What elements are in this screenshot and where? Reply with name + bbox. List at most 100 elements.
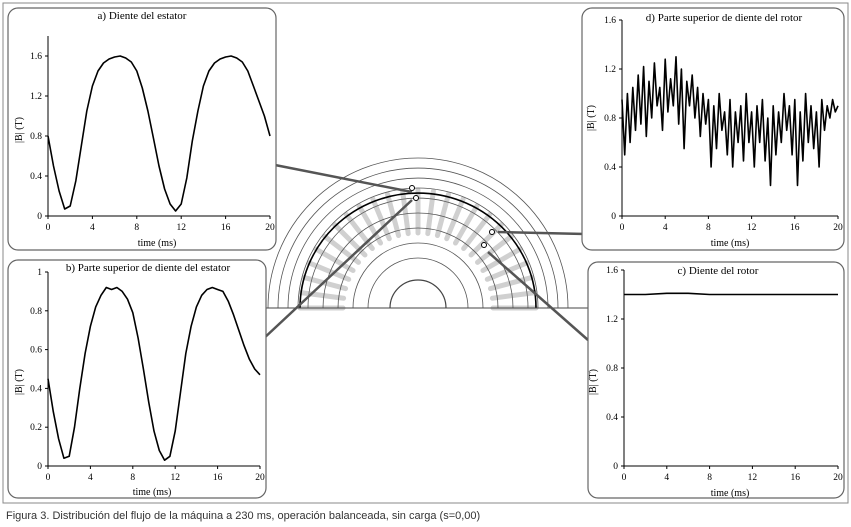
x-tick-label: 4 bbox=[88, 473, 93, 483]
x-tick-label: 4 bbox=[663, 223, 668, 233]
pointer-arrows bbox=[261, 163, 589, 341]
x-axis-label: time (ms) bbox=[711, 488, 750, 499]
x-tick-label: 8 bbox=[134, 223, 139, 233]
x-tick-label: 12 bbox=[176, 223, 186, 233]
stator-slot bbox=[306, 260, 352, 282]
y-tick-label: 0.8 bbox=[30, 132, 42, 142]
figure-caption: Figura 3. Distribución del flujo de la m… bbox=[6, 510, 481, 522]
stator-slot bbox=[321, 233, 361, 265]
stator-slot bbox=[313, 246, 356, 273]
pointer-arrow-b bbox=[261, 199, 413, 341]
probe-point bbox=[481, 242, 487, 248]
stator-slot bbox=[434, 191, 452, 239]
y-axis-label: |B| (T) bbox=[14, 117, 25, 143]
y-tick-label: 0 bbox=[613, 462, 618, 472]
series bbox=[47, 286, 261, 461]
stator-slot bbox=[453, 203, 480, 246]
x-tick-label: 20 bbox=[255, 473, 265, 483]
panel-frame bbox=[587, 261, 845, 499]
stator-slot bbox=[484, 260, 530, 282]
panel-frame bbox=[7, 259, 267, 499]
x-tick-label: 12 bbox=[170, 473, 180, 483]
x-tick-labels: 0 4 8 12 16 20 bbox=[620, 216, 843, 233]
series bbox=[624, 292, 838, 296]
chart-title: a) Diente del estator bbox=[98, 10, 187, 22]
stator-slot bbox=[425, 188, 436, 237]
pointer-arrow-c bbox=[487, 251, 589, 341]
y-tick-label: 0.2 bbox=[30, 423, 42, 433]
x-tick-label: 16 bbox=[213, 473, 223, 483]
y-tick-label: 1.6 bbox=[604, 16, 616, 26]
x-tick-label: 8 bbox=[130, 473, 135, 483]
series bbox=[47, 55, 271, 212]
series-line bbox=[624, 292, 838, 296]
chart-panel-b: b) Parte superior de diente del estator … bbox=[7, 259, 267, 499]
y-axis-label: |B| (T) bbox=[588, 369, 599, 395]
series-line bbox=[621, 56, 839, 187]
series-line bbox=[47, 286, 261, 461]
probe-point bbox=[413, 195, 419, 201]
y-tick-label: 0.6 bbox=[30, 346, 42, 356]
axes bbox=[47, 36, 270, 217]
axes bbox=[621, 20, 838, 217]
stator-slot bbox=[468, 222, 504, 258]
x-axis-label: time (ms) bbox=[711, 238, 750, 249]
y-tick-label: 1.6 bbox=[606, 266, 618, 276]
rotor-contour bbox=[352, 242, 484, 309]
stator-slot bbox=[444, 196, 466, 242]
panel-frame bbox=[7, 7, 277, 251]
chart-panel-d: d) Parte superior de diente del rotor |B… bbox=[581, 7, 845, 251]
air-gap-arc bbox=[299, 192, 537, 309]
stator-slot bbox=[400, 188, 411, 237]
y-tick-label: 0.4 bbox=[606, 413, 618, 423]
stator-slot bbox=[370, 196, 392, 242]
x-tick-label: 12 bbox=[747, 223, 757, 233]
stator-slot bbox=[480, 246, 523, 273]
y-tick-label: 0 bbox=[611, 212, 616, 222]
x-tick-label: 4 bbox=[664, 473, 669, 483]
x-tick-label: 16 bbox=[790, 223, 800, 233]
y-tick-label: 1.2 bbox=[604, 65, 616, 75]
x-tick-label: 20 bbox=[833, 223, 843, 233]
x-tick-label: 0 bbox=[622, 473, 627, 483]
stator-slot bbox=[475, 233, 515, 265]
x-tick-label: 0 bbox=[620, 223, 625, 233]
x-tick-label: 8 bbox=[707, 473, 712, 483]
pointer-arrow-a bbox=[274, 163, 413, 194]
y-tick-label: 0.4 bbox=[604, 163, 616, 173]
y-tick-label: 1.2 bbox=[606, 315, 618, 325]
x-tick-label: 8 bbox=[706, 223, 711, 233]
x-tick-label: 4 bbox=[90, 223, 95, 233]
flux-contour bbox=[297, 187, 539, 309]
chart-panel-a: a) Diente del estator |B| (T) time (ms) … bbox=[7, 7, 277, 251]
x-tick-label: 0 bbox=[46, 223, 51, 233]
probe-point bbox=[489, 229, 495, 235]
stator-slot bbox=[298, 290, 347, 301]
stator-slot bbox=[356, 203, 383, 246]
flux-contour bbox=[277, 167, 559, 309]
y-tick-label: 1.2 bbox=[30, 92, 42, 102]
pointer-arrow-d bbox=[497, 230, 586, 236]
flux-contour bbox=[267, 157, 569, 309]
rotor-contour bbox=[337, 227, 499, 309]
probe-point bbox=[409, 185, 415, 191]
shaft bbox=[389, 279, 447, 309]
y-tick-label: 1 bbox=[37, 268, 42, 278]
series-line bbox=[47, 55, 271, 212]
x-axis-label: time (ms) bbox=[133, 487, 172, 498]
chart-title: c) Diente del rotor bbox=[678, 265, 759, 277]
x-tick-label: 20 bbox=[265, 223, 275, 233]
y-tick-label: 0 bbox=[37, 462, 42, 472]
series bbox=[621, 56, 839, 187]
chart-title: b) Parte superior de diente del estator bbox=[66, 262, 231, 274]
axes bbox=[623, 270, 838, 467]
x-axis-label: time (ms) bbox=[138, 238, 177, 249]
stator-slot bbox=[384, 191, 402, 239]
y-tick-label: 0.8 bbox=[604, 114, 616, 124]
stator-slot bbox=[343, 211, 375, 251]
y-tick-label: 0 bbox=[37, 212, 42, 222]
y-tick-label: 0.4 bbox=[30, 384, 42, 394]
y-tick-label: 0.8 bbox=[30, 307, 42, 317]
rotor-contour bbox=[367, 257, 469, 309]
